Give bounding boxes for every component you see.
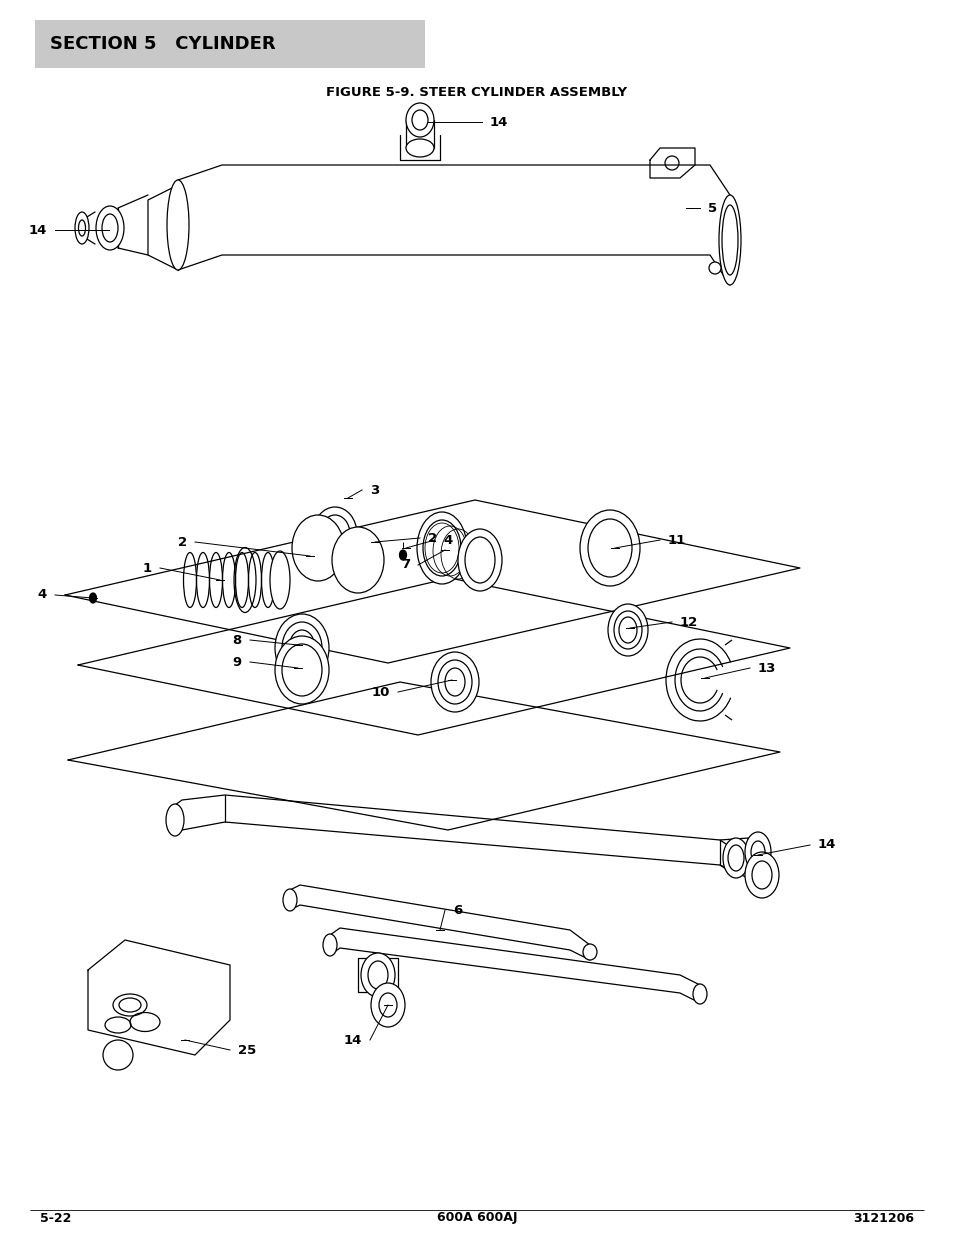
Ellipse shape <box>708 262 720 274</box>
Ellipse shape <box>90 593 96 603</box>
Text: 1: 1 <box>143 562 152 574</box>
Text: 2: 2 <box>428 531 436 545</box>
Ellipse shape <box>722 839 748 878</box>
Text: 3: 3 <box>370 483 379 496</box>
Text: FIGURE 5-9. STEER CYLINDER ASSEMBLY: FIGURE 5-9. STEER CYLINDER ASSEMBLY <box>326 85 627 99</box>
Text: 13: 13 <box>758 662 776 674</box>
Ellipse shape <box>360 953 395 997</box>
Text: 14: 14 <box>29 224 47 236</box>
Ellipse shape <box>167 180 189 270</box>
Ellipse shape <box>744 832 770 872</box>
Text: 2: 2 <box>177 536 187 548</box>
Text: 8: 8 <box>233 634 242 646</box>
Text: 11: 11 <box>667 534 685 547</box>
Text: 10: 10 <box>372 685 390 699</box>
Ellipse shape <box>607 604 647 656</box>
Ellipse shape <box>270 551 290 609</box>
Text: 14: 14 <box>817 839 836 851</box>
Ellipse shape <box>78 220 86 236</box>
Ellipse shape <box>75 212 89 245</box>
Ellipse shape <box>406 103 434 137</box>
Text: 4: 4 <box>442 534 452 547</box>
Text: 7: 7 <box>400 558 410 572</box>
Text: 9: 9 <box>233 656 242 668</box>
Text: 4: 4 <box>38 589 47 601</box>
Text: 14: 14 <box>490 116 508 128</box>
Ellipse shape <box>719 195 740 285</box>
Ellipse shape <box>292 515 344 580</box>
Text: 5: 5 <box>707 201 717 215</box>
Ellipse shape <box>102 214 118 242</box>
Ellipse shape <box>323 934 336 956</box>
Ellipse shape <box>332 527 384 593</box>
Text: 6: 6 <box>453 904 462 916</box>
Text: 3121206: 3121206 <box>852 1212 913 1224</box>
Ellipse shape <box>416 513 467 584</box>
Ellipse shape <box>692 984 706 1004</box>
Ellipse shape <box>371 983 405 1028</box>
Ellipse shape <box>166 804 184 836</box>
Text: SECTION 5   CYLINDER: SECTION 5 CYLINDER <box>50 35 275 53</box>
Ellipse shape <box>431 652 478 713</box>
Ellipse shape <box>274 614 329 682</box>
Text: 600A 600AJ: 600A 600AJ <box>436 1212 517 1224</box>
Text: 5-22: 5-22 <box>40 1212 71 1224</box>
Ellipse shape <box>721 205 738 275</box>
Text: 25: 25 <box>237 1044 256 1056</box>
Text: 14: 14 <box>343 1034 361 1046</box>
Ellipse shape <box>457 529 501 592</box>
Ellipse shape <box>283 889 296 911</box>
Ellipse shape <box>313 508 356 561</box>
Ellipse shape <box>399 550 406 559</box>
Ellipse shape <box>96 206 124 249</box>
Ellipse shape <box>274 636 329 704</box>
Ellipse shape <box>579 510 639 585</box>
Ellipse shape <box>406 140 434 157</box>
Ellipse shape <box>744 852 779 898</box>
Text: 12: 12 <box>679 615 698 629</box>
Ellipse shape <box>103 1040 132 1070</box>
FancyBboxPatch shape <box>35 20 424 68</box>
Ellipse shape <box>412 110 428 130</box>
Ellipse shape <box>582 944 597 960</box>
